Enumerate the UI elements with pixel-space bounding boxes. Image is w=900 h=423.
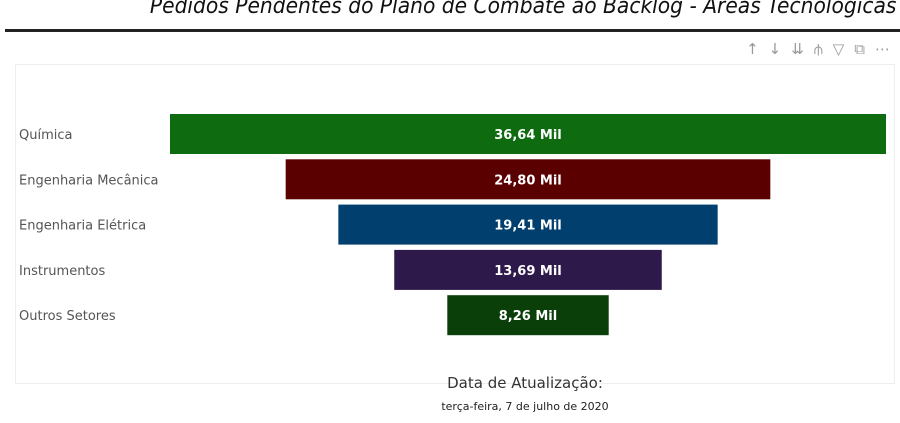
category-label: Instrumentos — [19, 264, 105, 279]
data-label: 24,80 Mil — [494, 173, 562, 188]
data-label: 19,41 Mil — [494, 219, 562, 234]
update-date: terça-feira, 7 de julho de 2020 — [0, 400, 900, 413]
category-label: Engenharia Mecânica — [19, 173, 159, 188]
category-label: Engenharia Elétrica — [19, 219, 146, 234]
data-label: 36,64 Mil — [494, 128, 562, 143]
category-label: Outros Setores — [19, 309, 116, 324]
data-label: 8,26 Mil — [499, 309, 557, 324]
data-label: 13,69 Mil — [494, 264, 562, 279]
category-label: Química — [19, 128, 72, 143]
update-label: Data de Atualização: — [0, 374, 900, 392]
